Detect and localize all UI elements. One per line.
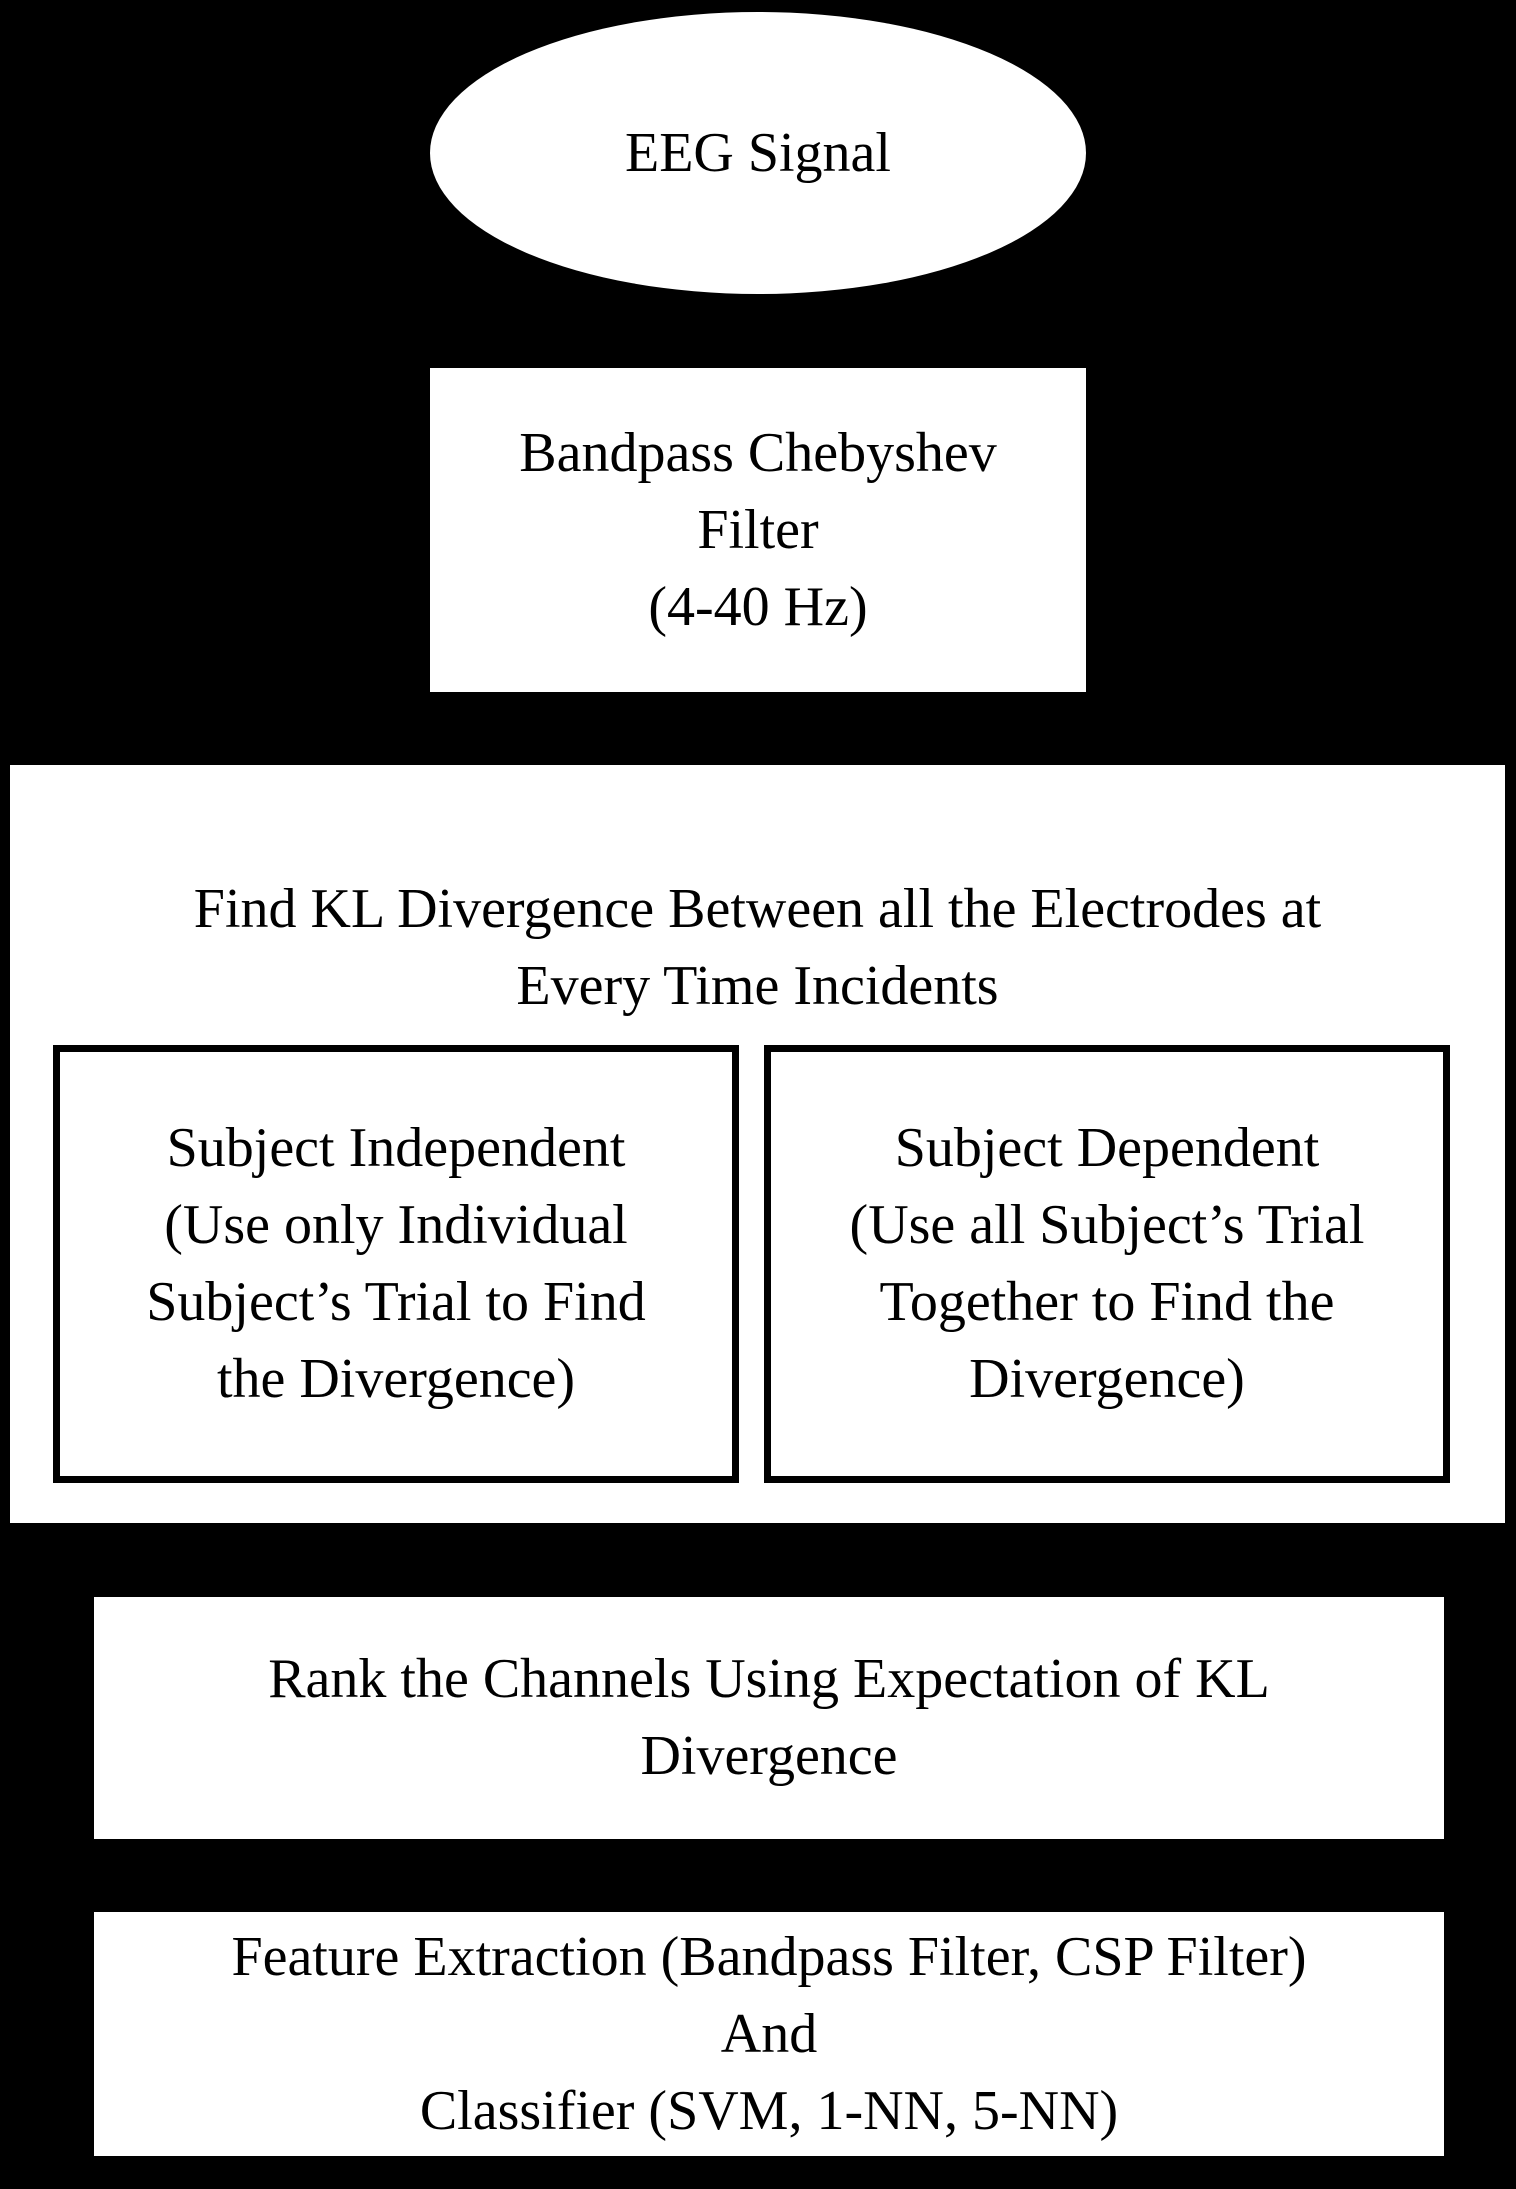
bandpass-filter-node: Bandpass Chebyshev Filter (4-40 Hz) xyxy=(430,368,1086,692)
eeg-signal-label: EEG Signal xyxy=(625,121,891,184)
subject-independent-box: Subject Independent (Use only Individual… xyxy=(53,1045,739,1483)
eeg-signal-node: EEG Signal xyxy=(430,12,1086,294)
subject-independent-label: Subject Independent (Use only Individual… xyxy=(146,1117,646,1410)
subject-dependent-box: Subject Dependent (Use all Subject’s Tri… xyxy=(764,1045,1450,1483)
kl-divergence-title: Find KL Divergence Between all the Elect… xyxy=(193,878,1322,1017)
bandpass-filter-label: Bandpass Chebyshev Filter (4-40 Hz) xyxy=(519,421,997,638)
rank-channels-node: Rank the Channels Using Expectation of K… xyxy=(94,1597,1444,1839)
subject-dependent-label: Subject Dependent (Use all Subject’s Tri… xyxy=(849,1117,1365,1410)
feature-extraction-label: Feature Extraction (Bandpass Filter, CSP… xyxy=(231,1925,1307,2142)
kl-divergence-container: Find KL Divergence Between all the Elect… xyxy=(10,765,1505,1523)
feature-extraction-node: Feature Extraction (Bandpass Filter, CSP… xyxy=(94,1912,1444,2156)
rank-channels-label: Rank the Channels Using Expectation of K… xyxy=(268,1648,1270,1787)
